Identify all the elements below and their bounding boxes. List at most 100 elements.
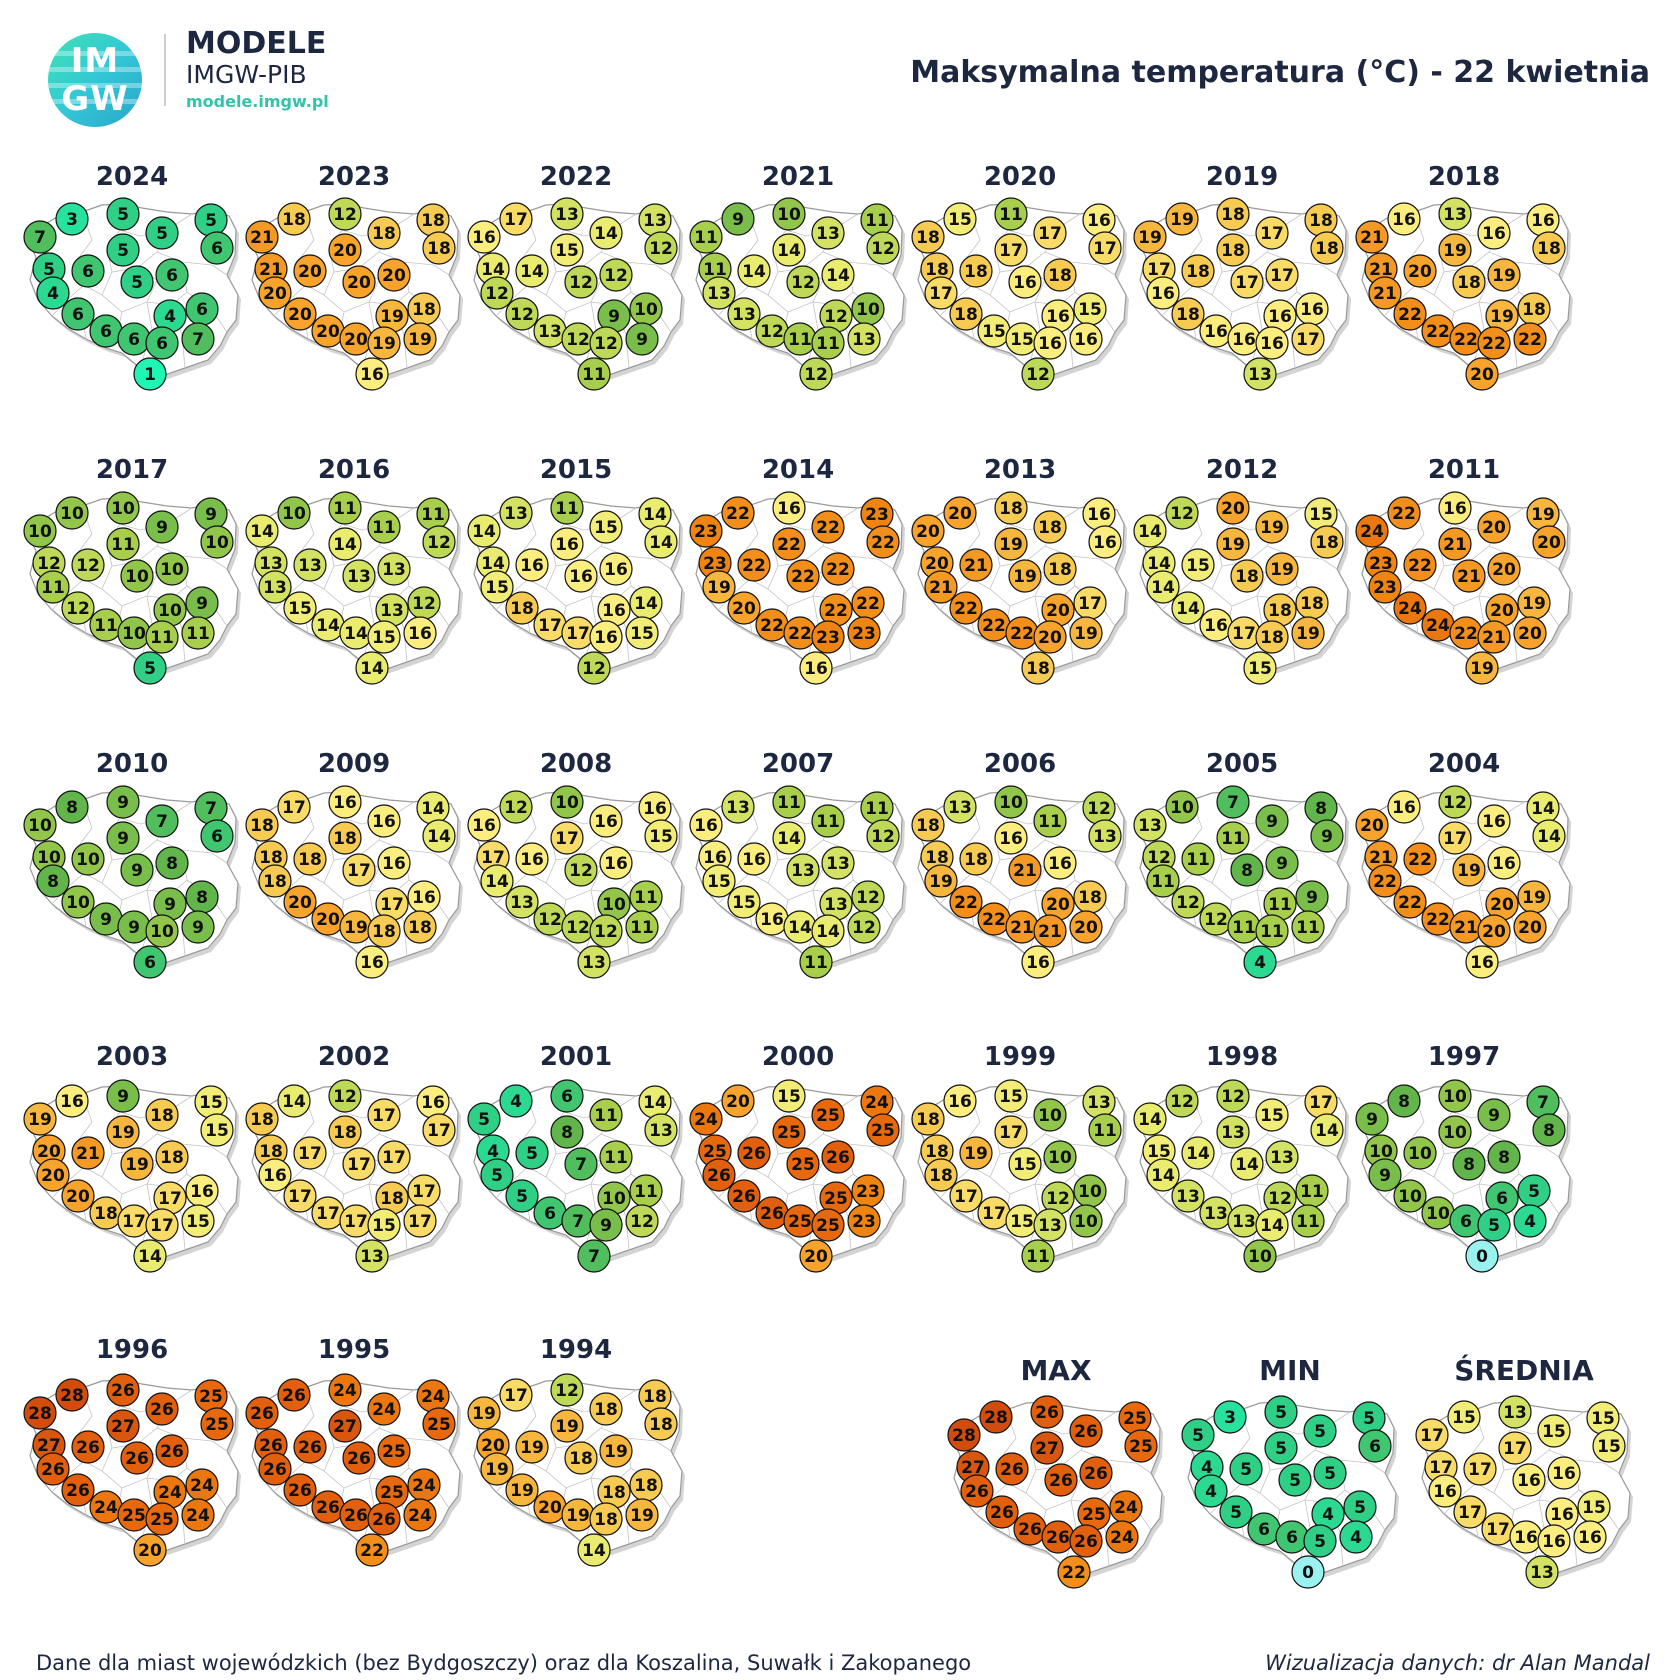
- station-value: 14: [1260, 1216, 1284, 1236]
- station-marker: 21: [959, 548, 993, 582]
- station-marker: 20: [283, 297, 317, 331]
- station-value: 13: [298, 556, 322, 576]
- station-dot: [1088, 525, 1122, 559]
- station-marker: 24: [860, 1085, 894, 1119]
- station-value: 18: [298, 850, 322, 870]
- region-border: [1493, 1465, 1550, 1511]
- station-value: 18: [263, 872, 287, 892]
- station-marker: 17: [994, 233, 1028, 267]
- station-value: 11: [1260, 922, 1284, 942]
- station-marker: 24: [1355, 514, 1389, 548]
- station-value: 14: [1138, 1110, 1162, 1130]
- station-marker: 20: [1485, 887, 1519, 921]
- station-value: 20: [316, 910, 340, 930]
- station-marker: 14: [1526, 791, 1560, 825]
- station-marker: 5: [1343, 1490, 1377, 1524]
- station-dot: [1171, 591, 1205, 625]
- station-marker: 18: [407, 292, 441, 326]
- station-dot: [1069, 322, 1103, 356]
- station-value: 8: [1398, 1092, 1410, 1112]
- station-dot: [145, 1502, 179, 1536]
- station-dot: [786, 1147, 820, 1181]
- station-marker: 11: [1291, 910, 1325, 944]
- region-border: [600, 545, 672, 570]
- station-value: 22: [982, 616, 1006, 636]
- station-value: 28: [28, 1404, 52, 1424]
- station-dot: [1393, 591, 1427, 625]
- station-dot: [1291, 1204, 1325, 1238]
- station-value: 26: [1035, 1403, 1059, 1423]
- station-value: 11: [1300, 1182, 1324, 1202]
- map-title-2014: 2014: [761, 455, 835, 485]
- station-marker: 14: [1532, 819, 1566, 853]
- region-border: [378, 839, 450, 864]
- station-marker: 12: [1165, 1084, 1199, 1118]
- station-value: 12: [569, 861, 593, 881]
- station-dot: [1453, 1495, 1487, 1529]
- station-dot: [1057, 1555, 1091, 1589]
- station-dot: [1355, 1102, 1389, 1136]
- station-value: 10: [158, 601, 182, 621]
- station-dot: [328, 1115, 362, 1149]
- station-marker: 18: [1216, 197, 1250, 231]
- station-value: 23: [1373, 578, 1397, 598]
- station-dot: [1216, 1079, 1250, 1113]
- station-marker: 20: [283, 885, 317, 919]
- station-value: 20: [263, 284, 287, 304]
- station-value: 22: [1518, 330, 1542, 350]
- station-dot: [1428, 1474, 1462, 1508]
- station-value: 17: [538, 616, 562, 636]
- station-dot: [1021, 945, 1055, 979]
- station-marker: 5: [194, 203, 228, 237]
- station-marker: 19: [1216, 527, 1250, 561]
- station-marker: 21: [1005, 910, 1039, 944]
- station-marker: 26: [277, 1378, 311, 1412]
- region-border: [1488, 545, 1560, 570]
- station-value: 15: [732, 893, 756, 913]
- station-dot: [924, 864, 958, 898]
- station-marker: 20: [727, 591, 761, 625]
- station-marker: 19: [1485, 299, 1519, 333]
- station-marker: 13: [847, 322, 881, 356]
- station-value: 18: [372, 224, 396, 244]
- station-marker: 19: [375, 299, 409, 333]
- station-value: 15: [1010, 330, 1034, 350]
- footer-credit: Wizualizacja danych: dr Alan Mandal: [1265, 1651, 1650, 1675]
- station-dot: [1255, 620, 1289, 654]
- station-marker: 12: [866, 819, 900, 853]
- station-dot: [1133, 514, 1167, 548]
- station-dot: [133, 1533, 167, 1567]
- station-dot: [467, 808, 501, 842]
- station-dot: [737, 1136, 771, 1170]
- station-dot: [721, 1084, 755, 1118]
- station-marker: 16: [1547, 1456, 1581, 1490]
- station-dot: [106, 821, 140, 855]
- station-dot: [342, 1147, 376, 1181]
- station-marker: 26: [1013, 1512, 1047, 1546]
- station-marker: 8: [36, 864, 70, 898]
- station-value: 16: [1443, 499, 1467, 519]
- station-dot: [1216, 785, 1250, 819]
- station-value: 6: [1496, 1189, 1508, 1209]
- station-dot: [377, 552, 411, 586]
- station-value: 14: [643, 1093, 667, 1113]
- station-marker: 10: [1393, 1179, 1427, 1213]
- station-value: 20: [37, 1142, 61, 1162]
- station-value: 16: [421, 1093, 445, 1113]
- map-title-2023: 2023: [317, 162, 391, 192]
- station-marker: 17: [1415, 1418, 1449, 1452]
- station-marker: 6: [1275, 1520, 1309, 1554]
- station-dot: [467, 220, 501, 254]
- station-marker: 19: [1069, 616, 1103, 650]
- station-marker: 26: [283, 1473, 317, 1507]
- station-marker: 18: [1255, 620, 1289, 654]
- station-marker: 18: [959, 842, 993, 876]
- station-dot: [1537, 1414, 1571, 1448]
- station-marker: 21: [1449, 910, 1483, 944]
- station-value: 10: [856, 300, 880, 320]
- station-value: 24: [421, 1387, 445, 1407]
- station-value: 15: [1309, 505, 1333, 525]
